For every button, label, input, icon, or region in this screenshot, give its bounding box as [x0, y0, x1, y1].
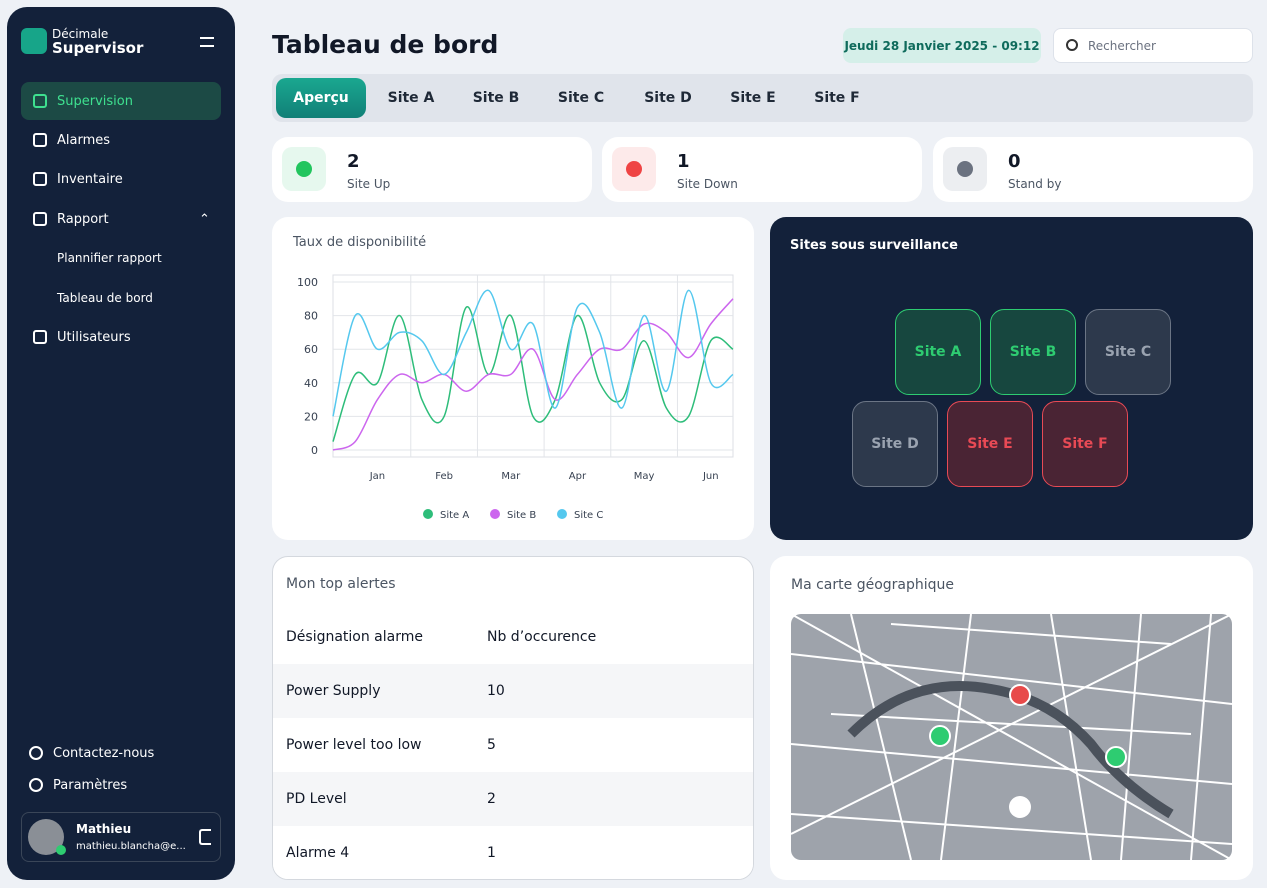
tab[interactable]: Site E: [730, 90, 776, 106]
x-tick-label: Jun: [702, 471, 719, 482]
search-box[interactable]: Rechercher: [1053, 28, 1253, 63]
plot-frame: [332, 274, 734, 458]
tab[interactable]: Site F: [814, 90, 860, 106]
stat-card: 2 Site Up: [272, 137, 592, 202]
series-line: [332, 298, 734, 451]
site-tile[interactable]: Site B: [990, 309, 1076, 395]
x-tick-label: Apr: [569, 471, 587, 482]
y-tick-label: 60: [304, 343, 318, 356]
table-row: PD Level 2: [273, 772, 753, 826]
table-header: Désignation alarme Nb d’occurence: [273, 610, 753, 664]
user-email: mathieu.blancha@e...: [76, 841, 186, 852]
table-title: Mon top alertes: [286, 576, 396, 592]
stat-value: 0: [1008, 151, 1021, 172]
legend-swatch: [490, 509, 500, 519]
page-title: Tableau de bord: [272, 30, 499, 59]
stat-card: 0 Stand by: [933, 137, 1253, 202]
legend-swatch: [423, 509, 433, 519]
x-tick-label: Mar: [501, 471, 521, 482]
tab[interactable]: Aperçu: [276, 78, 366, 118]
stat-value: 1: [677, 151, 690, 172]
stat-card: 1 Site Down: [602, 137, 922, 202]
legend-label: Site B: [507, 510, 536, 521]
chart-card: Taux de disponibilité 0 20 40 60 80 100 Jan Feb…: [272, 217, 754, 540]
footer-link[interactable]: Paramètres: [17, 766, 217, 804]
footer-link[interactable]: Contactez-nous: [17, 734, 217, 772]
nav-item[interactable]: Rapport ⌃: [21, 200, 221, 238]
date-badge: Jeudi 28 Janvier 2025 - 09:12: [843, 28, 1041, 63]
y-tick-label: 80: [304, 310, 318, 323]
nav-item[interactable]: Utilisateurs: [21, 318, 221, 356]
stat-label: Site Up: [347, 177, 391, 191]
y-tick-label: 40: [304, 377, 318, 390]
subnav-item[interactable]: Tableau de bord: [57, 291, 153, 305]
legend-label: Site C: [574, 510, 603, 521]
nav-item[interactable]: Inventaire: [21, 160, 221, 198]
table-row: Power level too low 5: [273, 718, 753, 772]
tab-bar: [272, 74, 1253, 122]
tab[interactable]: Site B: [472, 90, 520, 106]
alerts-table: Mon top alertes Désignation alarme Nb d’o…: [272, 556, 754, 880]
y-tick-label: 20: [304, 410, 318, 423]
menu-toggle[interactable]: [200, 37, 214, 47]
x-tick-label: May: [634, 471, 655, 482]
series-line: [332, 306, 734, 442]
sidebar: Décimale Supervisor Supervision Alarmes …: [7, 7, 235, 880]
site-tile[interactable]: Site F: [1042, 401, 1128, 487]
stat-label: Stand by: [1008, 177, 1062, 191]
brand-top: Décimale: [52, 27, 109, 41]
stat-value: 2: [347, 151, 360, 172]
y-tick-label: 100: [297, 276, 318, 289]
chart: Taux de disponibilité 0 20 40 60 80 100 Jan Feb…: [292, 235, 734, 521]
map: [791, 614, 1232, 860]
tab[interactable]: Site C: [557, 90, 605, 106]
logo: [21, 28, 47, 54]
logout[interactable]: [199, 829, 211, 845]
status-dot: [56, 845, 66, 855]
table-row: Power Supply 10: [273, 664, 753, 718]
sites-panel: Sites sous surveillance Site A Site B Si…: [770, 217, 1253, 540]
site-tile[interactable]: Site E: [947, 401, 1033, 487]
map-title: Ma carte géographique: [791, 577, 955, 593]
nav-item[interactable]: Alarmes: [21, 121, 221, 159]
x-tick-label: Jan: [369, 471, 385, 482]
legend-swatch: [557, 509, 567, 519]
site-tile[interactable]: Site D: [852, 401, 938, 487]
user-card[interactable]: Mathieu mathieu.blancha@e...: [21, 812, 221, 862]
x-tick-label: Feb: [435, 471, 453, 482]
y-tick-label: 0: [311, 444, 318, 457]
site-tile[interactable]: Site A: [895, 309, 981, 395]
user-name: Mathieu: [76, 822, 132, 836]
nav-item[interactable]: Supervision: [21, 82, 221, 120]
stat-label: Site Down: [677, 177, 738, 191]
series-line: [332, 289, 734, 417]
brand-bottom: Supervisor: [52, 39, 144, 57]
subnav-item[interactable]: Plannifier rapport: [57, 251, 162, 265]
tab[interactable]: Site D: [644, 90, 692, 106]
tab[interactable]: Site A: [387, 90, 435, 106]
panel-title: Sites sous surveillance: [790, 238, 958, 253]
map-card: Ma carte géographique: [770, 556, 1253, 880]
site-tile[interactable]: Site C: [1085, 309, 1171, 395]
chart-title: Taux de disponibilité: [292, 235, 426, 250]
legend-label: Site A: [440, 510, 469, 521]
